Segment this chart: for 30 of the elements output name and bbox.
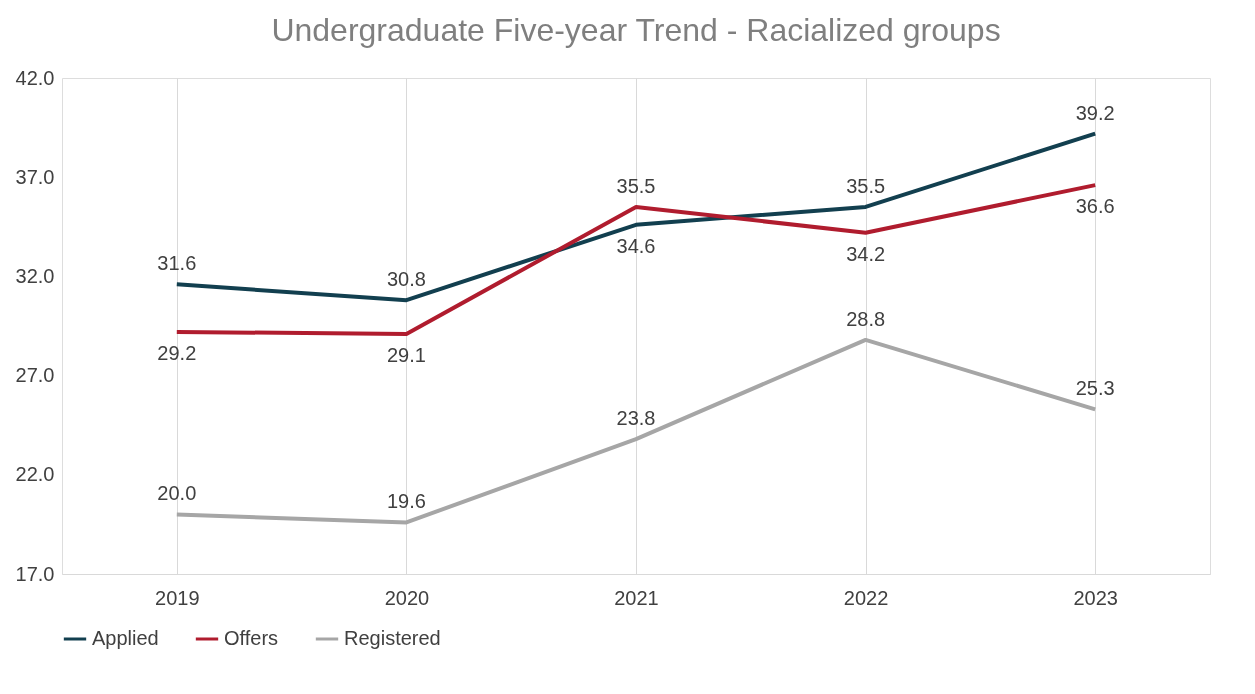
- data-label: 30.8: [386, 268, 426, 291]
- data-label: 31.6: [157, 252, 197, 275]
- x-tick-label: 2023: [1073, 586, 1118, 609]
- data-label: 35.5: [846, 174, 886, 197]
- data-label: 39.2: [1075, 101, 1115, 124]
- y-tick-label: 27.0: [15, 364, 55, 387]
- data-label: 23.8: [616, 407, 656, 430]
- x-tick-label: 2021: [614, 586, 659, 609]
- data-label: 20.0: [157, 482, 197, 505]
- y-tick-label: 22.0: [15, 463, 55, 486]
- data-label: 29.1: [386, 343, 426, 366]
- data-label: 34.6: [616, 234, 656, 257]
- data-label: 36.6: [1075, 195, 1115, 218]
- y-tick-label: 42.0: [15, 66, 55, 89]
- data-label: 34.2: [846, 242, 886, 265]
- y-tick-label: 37.0: [15, 165, 55, 188]
- x-tick-label: 2020: [384, 586, 430, 609]
- legend-label: Registered: [344, 627, 441, 649]
- data-label: 19.6: [386, 490, 426, 513]
- data-label: 35.5: [616, 174, 656, 197]
- x-tick-label: 2019: [155, 586, 200, 609]
- y-tick-label: 17.0: [15, 562, 55, 585]
- x-tick-label: 2022: [843, 586, 889, 609]
- data-label: 25.3: [1075, 377, 1115, 400]
- data-label: 29.2: [157, 341, 197, 364]
- data-label: 28.8: [846, 307, 886, 330]
- legend-label: Offers: [224, 627, 279, 649]
- chart-title: Undergraduate Five-year Trend - Racialized groups: [271, 12, 1001, 48]
- y-tick-label: 32.0: [15, 264, 55, 287]
- legend-label: Applied: [92, 627, 159, 649]
